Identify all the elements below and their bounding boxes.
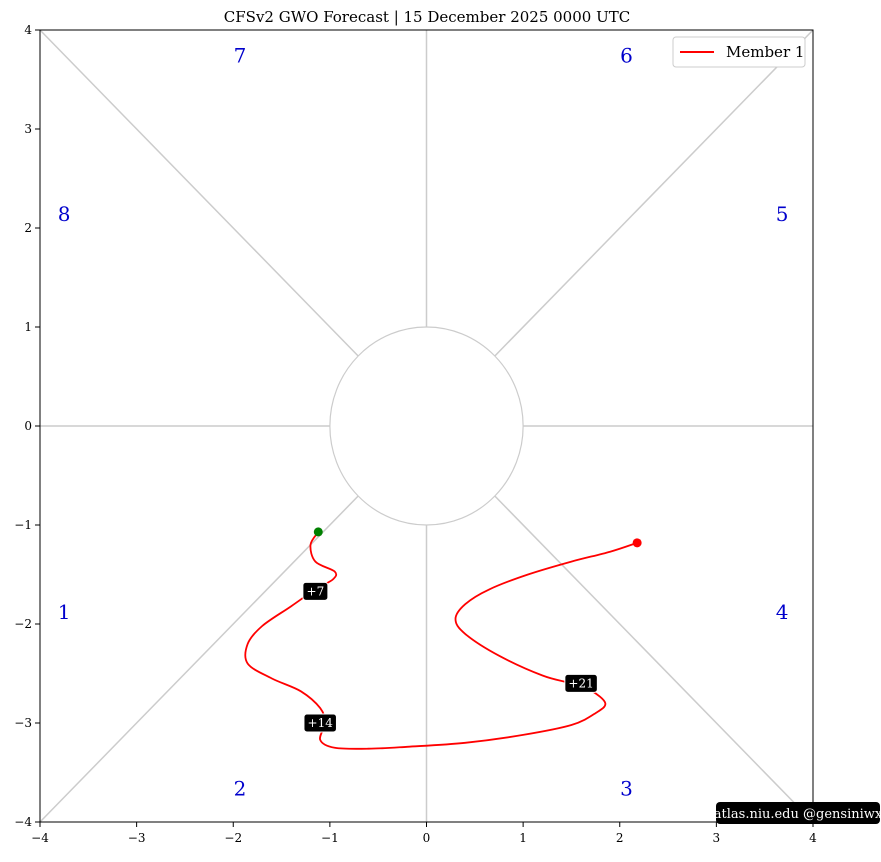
- day-label-box: [303, 713, 337, 733]
- y-tick-label-3: −1: [14, 518, 32, 532]
- day-label-text: +14: [308, 716, 334, 730]
- center-circle: [329, 326, 524, 526]
- phase-label-6: 6: [620, 44, 633, 68]
- day-label-plus-14: +14: [303, 713, 337, 733]
- chart-title: CFSv2 GWO Forecast | 15 December 2025 00…: [224, 8, 630, 26]
- phase-label-8: 8: [58, 202, 71, 226]
- x-tick-label-1: −3: [128, 831, 146, 845]
- phase-label-1: 1: [58, 600, 71, 624]
- phase-divider-6: [39, 29, 359, 357]
- x-tick-label-5: 1: [519, 831, 527, 845]
- credit-text: atlas.niu.edu @gensiniwx: [714, 807, 881, 822]
- y-tick-label-0: −4: [14, 815, 32, 829]
- y-tick-label-7: 3: [24, 122, 32, 136]
- end-point-marker: [632, 538, 642, 548]
- series-line-member-1: [244, 531, 638, 750]
- x-tick-label-7: 3: [713, 831, 721, 845]
- x-tick-label-3: −1: [321, 831, 339, 845]
- legend-box: [672, 36, 806, 68]
- y-tick-label-6: 2: [24, 221, 32, 235]
- day-label-text: +21: [568, 676, 593, 690]
- credit-box: [716, 802, 880, 824]
- y-tick-label-1: −3: [14, 716, 32, 730]
- day-label-box: [564, 673, 598, 693]
- day-label-text: +7: [307, 584, 325, 598]
- x-tick-label-2: −2: [224, 831, 242, 845]
- phase-divider-5: [494, 29, 814, 357]
- x-tick-label-4: 0: [423, 831, 431, 845]
- y-tick-label-5: 1: [24, 320, 32, 334]
- y-tick-label-8: 4: [24, 23, 32, 37]
- x-tick-label-6: 2: [616, 831, 624, 845]
- y-tick-label-4: 0: [24, 419, 32, 433]
- x-tick-label-0: −4: [31, 831, 49, 845]
- day-label-plus-21: +21: [564, 673, 598, 693]
- legend: Member 1: [672, 36, 806, 68]
- phase-label-2: 2: [234, 776, 247, 800]
- x-tick-label-8: 4: [809, 831, 817, 845]
- phase-label-5: 5: [776, 202, 789, 226]
- phase-divider-7: [494, 495, 814, 823]
- day-label-plus-7: +7: [302, 581, 329, 601]
- start-point-marker: [313, 527, 323, 537]
- y-tick-label-2: −2: [14, 617, 32, 631]
- day-label-box: [302, 581, 329, 601]
- plot-area: −4 −3 −2 −1 0 1 2 3 4 −4 −3 −2 −1 0 1 2 3 4 1 2 3 4 5 6 7 8 +7 +14 +…: [14, 23, 817, 845]
- credit-badge: atlas.niu.edu @gensiniwx: [714, 802, 881, 824]
- phase-label-7: 7: [234, 44, 247, 68]
- phase-divider-8: [39, 495, 359, 823]
- phase-label-3: 3: [620, 776, 633, 800]
- legend-entry-member-1: Member 1: [726, 43, 804, 61]
- phase-label-4: 4: [776, 600, 789, 624]
